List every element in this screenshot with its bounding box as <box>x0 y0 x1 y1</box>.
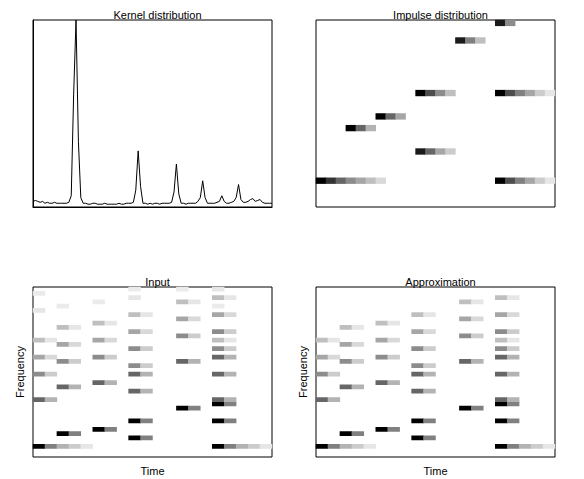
svg-text:Time: Time <box>140 465 164 477</box>
svg-text:Kernel distribution: Kernel distribution <box>113 9 201 21</box>
svg-text:Input: Input <box>145 276 169 288</box>
svg-text:Frequency: Frequency <box>297 346 309 398</box>
svg-text:Impulse distribution: Impulse distribution <box>393 9 488 21</box>
svg-text:Approximation: Approximation <box>405 276 475 288</box>
svg-text:Time: Time <box>423 465 447 477</box>
svg-text:Frequency: Frequency <box>14 346 26 398</box>
